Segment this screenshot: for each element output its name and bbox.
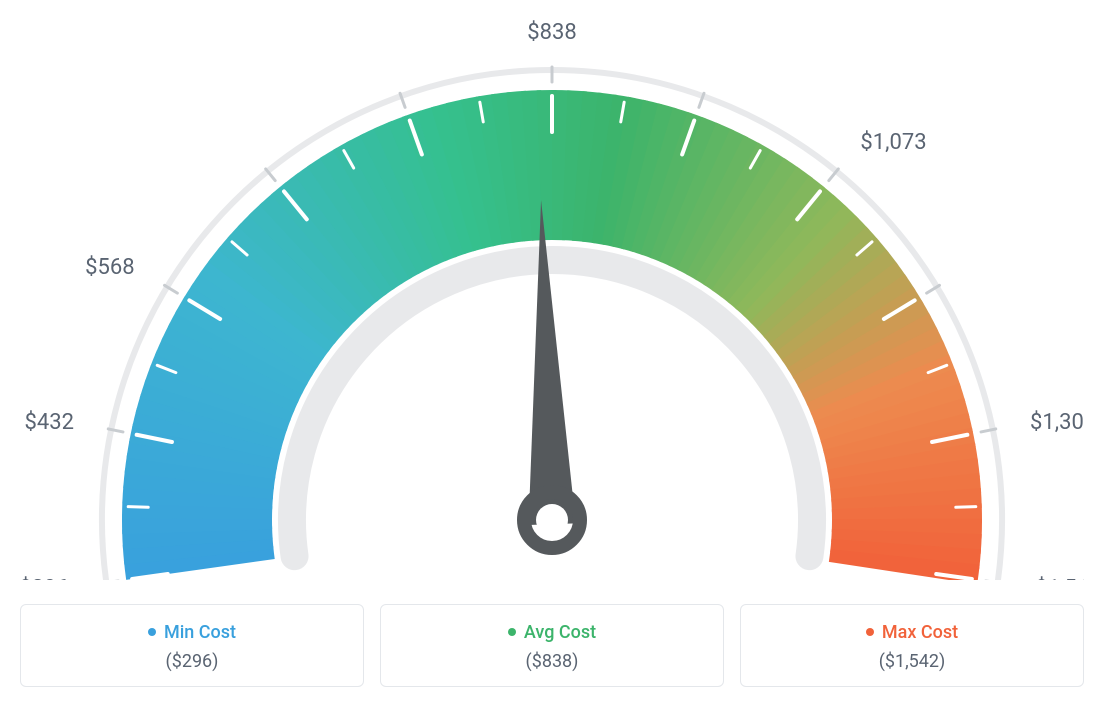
legend-dot-max: [866, 628, 874, 636]
legend-value-avg: ($838): [393, 651, 711, 672]
svg-text:$1,542: $1,542: [1035, 576, 1084, 580]
legend-card-min: Min Cost ($296): [20, 604, 364, 687]
legend-title-max: Max Cost: [866, 622, 958, 643]
legend-card-max: Max Cost ($1,542): [740, 604, 1084, 687]
legend-title-min: Min Cost: [148, 622, 236, 643]
legend-value-min: ($296): [33, 651, 351, 672]
legend-value-max: ($1,542): [753, 651, 1071, 672]
legend-title-avg: Avg Cost: [508, 622, 596, 643]
svg-text:$1,073: $1,073: [860, 130, 926, 155]
svg-text:$296: $296: [20, 576, 69, 580]
legend-card-avg: Avg Cost ($838): [380, 604, 724, 687]
svg-text:$432: $432: [24, 410, 73, 435]
legend-label-max: Max Cost: [882, 622, 958, 643]
gauge-chart: $296 $432 $568 $838 $1,073 $1,308 $1,542: [20, 20, 1084, 580]
legend-label-min: Min Cost: [164, 622, 236, 643]
legend-dot-avg: [508, 628, 516, 636]
svg-text:$568: $568: [85, 255, 134, 280]
legend-dot-min: [148, 628, 156, 636]
svg-text:$1,308: $1,308: [1030, 410, 1084, 435]
gauge-svg: $296 $432 $568 $838 $1,073 $1,308 $1,542: [20, 20, 1084, 580]
legend-row: Min Cost ($296) Avg Cost ($838) Max Cost…: [20, 604, 1084, 687]
svg-text:$838: $838: [527, 20, 576, 45]
legend-label-avg: Avg Cost: [524, 622, 596, 643]
